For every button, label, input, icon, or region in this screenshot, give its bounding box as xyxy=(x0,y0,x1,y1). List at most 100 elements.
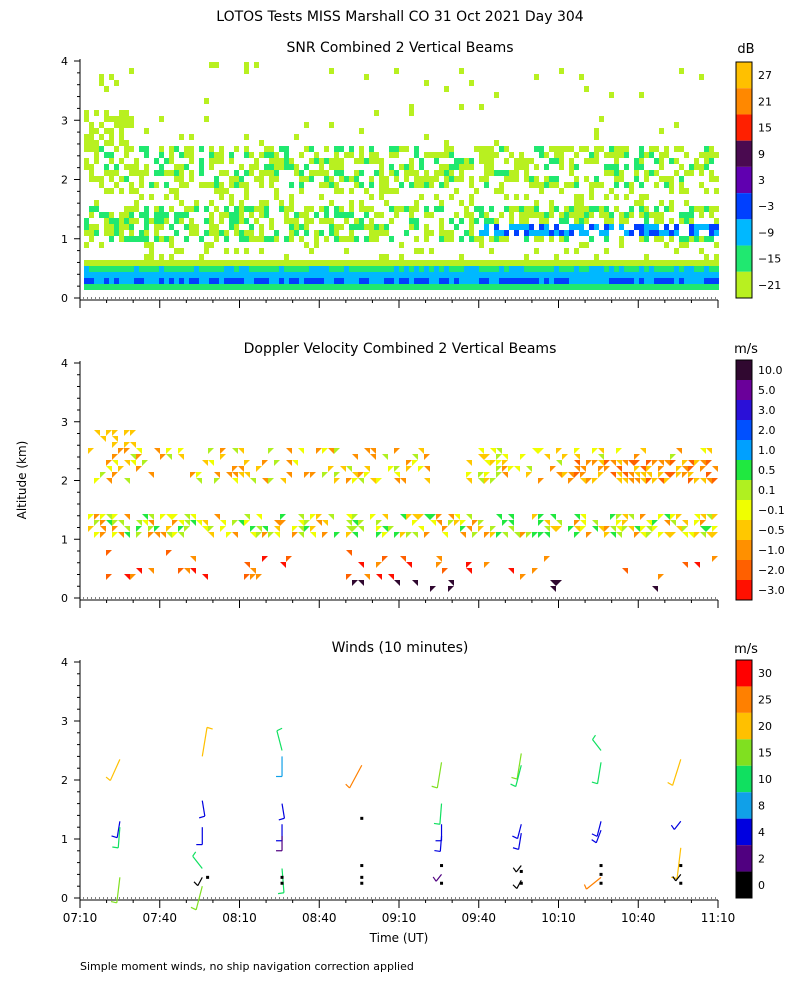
snr-cell xyxy=(519,152,524,158)
snr-cell xyxy=(629,284,634,290)
snr-cell xyxy=(89,176,94,182)
snr-cell xyxy=(669,158,674,164)
snr-cell xyxy=(359,278,364,284)
snr-cell xyxy=(334,146,339,152)
snr-cell xyxy=(99,272,104,278)
snr-cell xyxy=(469,212,474,218)
snr-cell xyxy=(709,206,714,212)
snr-cell xyxy=(674,146,679,152)
doppler-cell xyxy=(322,472,328,478)
snr-cell xyxy=(589,152,594,158)
snr-cell xyxy=(669,200,674,206)
snr-cell xyxy=(304,266,309,272)
snr-cell xyxy=(124,266,129,272)
doppler-cell xyxy=(508,526,514,532)
snr-cell xyxy=(239,284,244,290)
snr-cell xyxy=(94,152,99,158)
doppler-cell xyxy=(556,520,562,526)
snr-cell xyxy=(439,182,444,188)
doppler-cell xyxy=(562,454,568,460)
snr-cell xyxy=(134,260,139,266)
snr-cell xyxy=(269,224,274,230)
snr-cell xyxy=(594,278,599,284)
doppler-cell xyxy=(466,568,472,574)
doppler-cell xyxy=(112,442,118,448)
doppler-cell xyxy=(262,460,268,466)
snr-cell xyxy=(564,284,569,290)
snr-cell xyxy=(219,218,224,224)
snr-cell xyxy=(684,170,689,176)
colorbar-unit: dB xyxy=(737,42,754,57)
wind-barb-flag xyxy=(199,815,205,819)
snr-cell xyxy=(494,152,499,158)
snr-cell xyxy=(359,260,364,266)
snr-cell xyxy=(214,236,219,242)
colorbar-label: 10 xyxy=(758,773,772,786)
snr-cell xyxy=(409,284,414,290)
snr-cell xyxy=(339,260,344,266)
snr-cell xyxy=(609,224,614,230)
snr-cell xyxy=(224,266,229,272)
snr-cell xyxy=(664,278,669,284)
snr-cell xyxy=(279,260,284,266)
snr-cell xyxy=(314,242,319,248)
doppler-cell xyxy=(634,466,640,472)
snr-cell xyxy=(629,278,634,284)
snr-cell xyxy=(404,176,409,182)
doppler-cell xyxy=(640,526,646,532)
doppler-cell xyxy=(658,574,664,580)
snr-cell xyxy=(184,164,189,170)
snr-cell xyxy=(189,134,194,140)
colorbar-label: −15 xyxy=(758,253,781,266)
doppler-cell xyxy=(454,520,460,526)
doppler-cell xyxy=(118,448,124,454)
snr-cell xyxy=(244,260,249,266)
doppler-cell xyxy=(352,472,358,478)
doppler-cell xyxy=(424,478,430,484)
snr-cell xyxy=(219,212,224,218)
snr-cell xyxy=(649,212,654,218)
snr-cell xyxy=(239,260,244,266)
wind-barb xyxy=(672,874,682,882)
snr-cell xyxy=(584,206,589,212)
snr-cell xyxy=(539,218,544,224)
doppler-cell xyxy=(580,478,586,484)
snr-cell xyxy=(239,272,244,278)
snr-cell xyxy=(594,206,599,212)
snr-cell xyxy=(224,260,229,266)
snr-field xyxy=(84,62,719,290)
doppler-cell xyxy=(106,514,112,520)
snr-cell xyxy=(339,236,344,242)
snr-cell xyxy=(324,236,329,242)
snr-cell xyxy=(379,278,384,284)
snr-cell xyxy=(204,182,209,188)
doppler-cell xyxy=(316,448,322,454)
snr-cell xyxy=(314,272,319,278)
snr-cell xyxy=(189,278,194,284)
snr-cell xyxy=(239,236,244,242)
snr-cell xyxy=(569,212,574,218)
snr-cell xyxy=(679,278,684,284)
snr-cell xyxy=(704,224,709,230)
snr-cell xyxy=(534,230,539,236)
snr-cell xyxy=(499,278,504,284)
snr-cell xyxy=(394,176,399,182)
snr-cell xyxy=(664,284,669,290)
snr-cell xyxy=(284,152,289,158)
wind-barb-flag xyxy=(193,881,199,887)
snr-cell xyxy=(479,230,484,236)
doppler-cell xyxy=(706,526,712,532)
doppler-cell xyxy=(712,478,718,484)
doppler-cell xyxy=(484,478,490,484)
snr-cell xyxy=(659,272,664,278)
snr-cell xyxy=(379,158,384,164)
doppler-cell xyxy=(478,478,484,484)
snr-cell xyxy=(659,266,664,272)
snr-cell xyxy=(579,260,584,266)
colorbar-swatch xyxy=(736,580,752,600)
snr-cell xyxy=(274,188,279,194)
snr-cell xyxy=(434,260,439,266)
wind-barb xyxy=(583,876,602,890)
snr-cell xyxy=(634,224,639,230)
snr-cell xyxy=(134,266,139,272)
